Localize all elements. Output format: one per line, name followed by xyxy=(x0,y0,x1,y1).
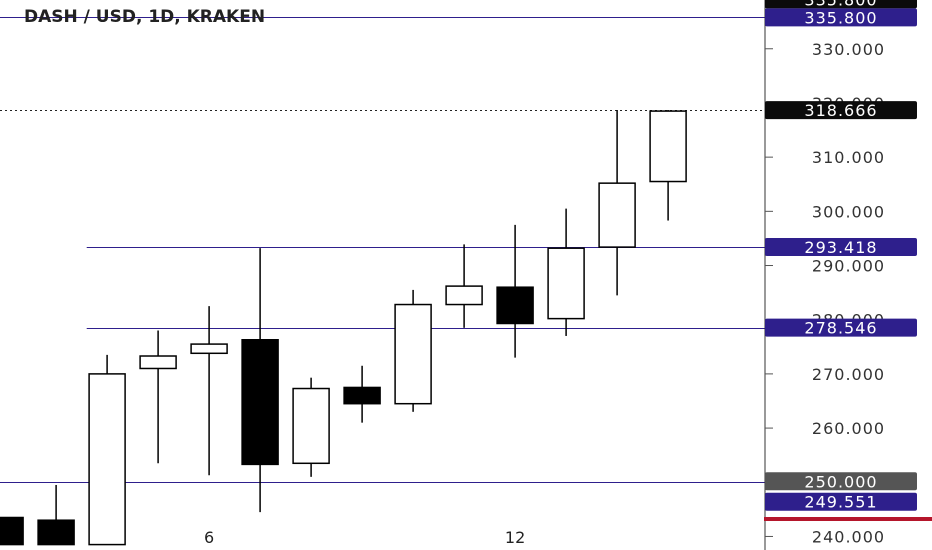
candle-body-8[interactable] xyxy=(394,303,432,405)
price-label-bg-3 xyxy=(765,237,917,256)
candle-body-2[interactable] xyxy=(88,373,126,546)
y-tick-label-9: 330.000 xyxy=(812,40,885,59)
candle-body-1[interactable] xyxy=(37,519,75,546)
candles xyxy=(0,110,687,546)
candle-body-5[interactable] xyxy=(241,339,279,466)
price-label-2: 318.666 xyxy=(804,101,877,120)
candle-body-0[interactable] xyxy=(0,516,24,546)
candle-body-9[interactable] xyxy=(445,285,483,306)
candle-body-10[interactable] xyxy=(496,286,534,325)
candle-body-12[interactable] xyxy=(598,182,636,248)
price-label-bg-4 xyxy=(765,318,917,337)
candle-body-7[interactable] xyxy=(343,386,381,405)
x-tick-label-1: 12 xyxy=(505,528,525,547)
candle-body-3[interactable] xyxy=(139,355,177,370)
y-tick-label-0: 240.000 xyxy=(812,527,885,546)
chart-title: DASH / USD, 1D, KRAKEN xyxy=(24,7,265,27)
y-tick-label-3: 270.000 xyxy=(812,365,885,384)
y-tick-label-7: 310.000 xyxy=(812,148,885,167)
y-tick-label-5: 290.000 xyxy=(812,257,885,276)
y-tick-label-6: 300.000 xyxy=(812,202,885,221)
candle-body-11[interactable] xyxy=(547,247,585,320)
price-label-6: 249.551 xyxy=(804,493,877,512)
price-label-bg-5 xyxy=(765,472,917,491)
time-axis: 6 12 xyxy=(204,528,525,547)
price-label-bg-2 xyxy=(765,101,917,120)
price-label-1: 335.800 xyxy=(804,8,877,27)
candle-body-13[interactable] xyxy=(649,110,687,183)
candle-body-4[interactable] xyxy=(190,343,228,355)
price-label-bg-6 xyxy=(765,492,917,511)
price-label-0: 335.800 xyxy=(804,0,877,9)
price-label-4: 278.546 xyxy=(804,319,877,338)
y-tick-label-2: 260.000 xyxy=(812,419,885,438)
price-label-bg-0 xyxy=(765,0,917,9)
price-labels: 335.800335.800 318.666 293.418 278.546 250.0… xyxy=(765,0,917,512)
candle-body-6[interactable] xyxy=(292,387,330,465)
price-label-bg-1 xyxy=(765,8,917,27)
bottom-marker xyxy=(764,517,932,521)
x-tick-label-0: 6 xyxy=(204,528,214,547)
price-label-3: 293.418 xyxy=(804,238,877,257)
price-label-5: 250.000 xyxy=(804,472,877,491)
